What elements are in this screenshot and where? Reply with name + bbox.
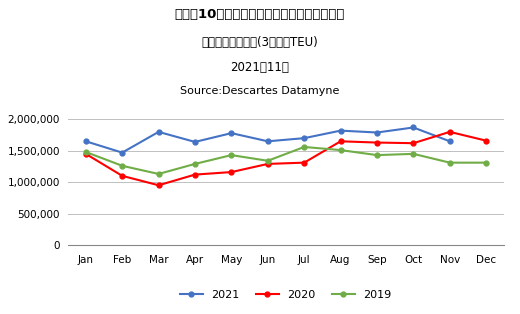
Line: 2021: 2021 <box>83 125 452 155</box>
2020 <box>337 139 344 143</box>
2019 <box>301 145 307 149</box>
2019 <box>265 159 271 163</box>
2021 <box>447 139 453 143</box>
2021 <box>265 139 271 143</box>
2020 <box>483 139 489 143</box>
2020 <box>155 183 162 187</box>
Legend: 2021, 2020, 2019: 2021, 2020, 2019 <box>176 286 396 305</box>
2021 <box>155 130 162 134</box>
2019 <box>119 164 125 168</box>
2021 <box>410 126 417 129</box>
2019 <box>192 162 198 166</box>
Text: Source:Descartes Datamyne: Source:Descartes Datamyne <box>180 86 340 96</box>
2021 <box>83 139 89 143</box>
2021 <box>228 131 235 135</box>
2020 <box>301 161 307 165</box>
2020 <box>374 141 380 144</box>
2019 <box>483 161 489 165</box>
Text: 2021年11月: 2021年11月 <box>230 61 290 74</box>
2020 <box>447 130 453 134</box>
2021 <box>192 140 198 144</box>
2021 <box>301 136 307 140</box>
2020 <box>265 162 271 166</box>
2021 <box>119 151 125 154</box>
Line: 2020: 2020 <box>83 129 489 188</box>
Text: アジア10ヶ国・地域発米国向けコンテナ輸送: アジア10ヶ国・地域発米国向けコンテナ輸送 <box>175 8 345 21</box>
2019 <box>337 148 344 152</box>
2020 <box>228 170 235 174</box>
2020 <box>119 174 125 178</box>
2019 <box>155 172 162 176</box>
2021 <box>374 131 380 134</box>
Text: 月次トレンド比較(3年間・TEU): 月次トレンド比較(3年間・TEU) <box>202 36 318 49</box>
2019 <box>410 152 417 156</box>
2019 <box>228 153 235 157</box>
2020 <box>83 152 89 156</box>
Line: 2019: 2019 <box>83 144 489 176</box>
2020 <box>410 141 417 145</box>
2019 <box>83 150 89 154</box>
2020 <box>192 173 198 176</box>
2021 <box>337 129 344 133</box>
2019 <box>447 161 453 165</box>
2019 <box>374 153 380 157</box>
